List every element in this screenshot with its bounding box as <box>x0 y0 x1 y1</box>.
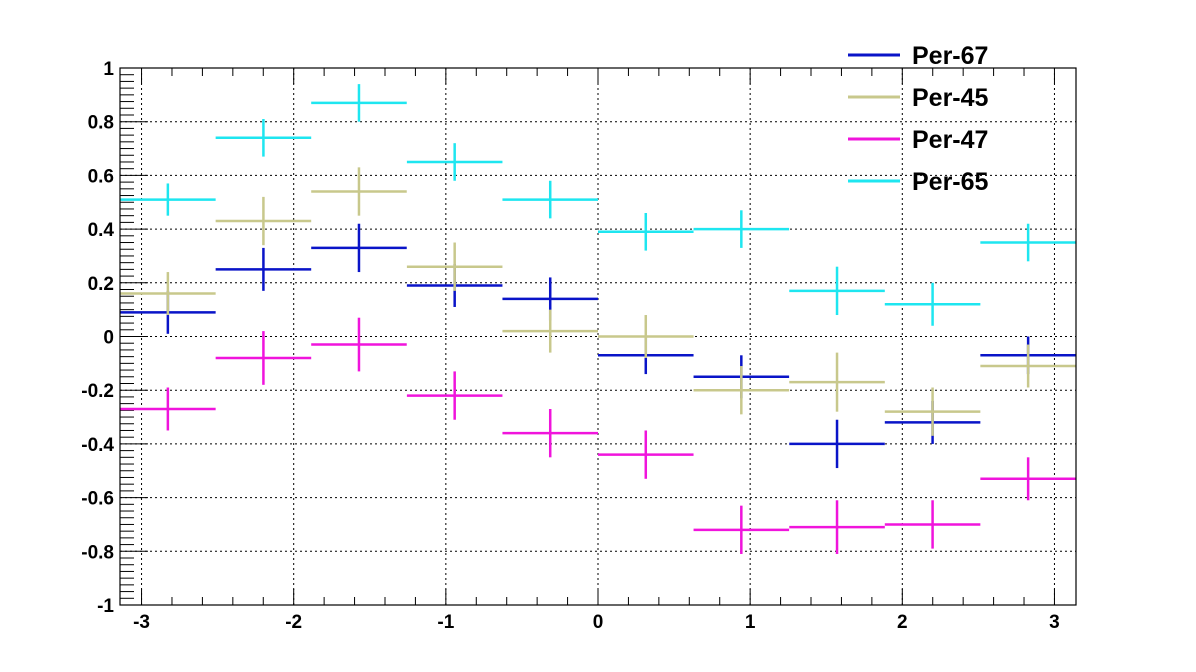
data-point <box>406 371 503 420</box>
y-tick-label: 1 <box>103 59 114 80</box>
x-tick-label: -1 <box>437 612 454 633</box>
data-point <box>884 500 981 549</box>
x-tick-label: 3 <box>1049 612 1060 633</box>
y-tick-label: 0.6 <box>88 166 114 187</box>
data-point <box>598 212 694 251</box>
data-point <box>311 223 407 273</box>
y-tick-label: 0.2 <box>88 274 114 295</box>
data-point <box>502 180 598 219</box>
y-tick-label: -0.6 <box>81 489 114 510</box>
y-tick-label: -0.8 <box>81 542 114 563</box>
data-point <box>215 247 312 291</box>
legend-label: Per-47 <box>912 126 988 154</box>
data-point <box>215 119 312 157</box>
data-point <box>502 408 598 458</box>
data-point <box>311 84 407 122</box>
y-tick-label: 0.4 <box>88 220 115 241</box>
data-point <box>215 331 312 385</box>
y-tick-label: -0.2 <box>81 381 114 402</box>
data-point <box>215 196 312 246</box>
data-point <box>120 183 216 216</box>
data-point <box>502 309 598 353</box>
y-tick-label: 0 <box>103 328 114 349</box>
data-point <box>120 387 216 431</box>
data-point <box>980 223 1076 262</box>
legend-label: Per-67 <box>912 42 988 70</box>
data-point <box>311 317 407 372</box>
legend-label: Per-65 <box>912 168 989 196</box>
data-point <box>693 210 790 248</box>
legend-label: Per-45 <box>912 84 989 112</box>
legend: Per-67 Per-45 Per-47 Per-65 <box>848 42 989 196</box>
series-group <box>120 84 1076 554</box>
x-tick-label: 0 <box>593 612 604 633</box>
data-point <box>406 143 503 181</box>
series-per-65 <box>120 84 1076 326</box>
series-per-45 <box>120 167 1076 436</box>
data-point <box>789 352 885 412</box>
x-tick-label: 1 <box>745 612 756 633</box>
data-point <box>693 505 790 554</box>
data-point <box>598 430 694 479</box>
data-point <box>120 272 216 316</box>
tick-labels: -3 -2 -1 0 1 2 3 -1 -0.8 -0.6 -0.4 -0.2 0 0.2 0.4 0.6 0.… <box>81 59 1059 633</box>
x-tick-label: 2 <box>897 612 908 633</box>
data-point <box>789 266 885 316</box>
data-point <box>598 315 694 358</box>
data-point <box>980 457 1076 501</box>
data-point <box>789 500 885 554</box>
y-tick-label: -0.4 <box>81 435 114 456</box>
axis-ticks <box>120 67 1055 606</box>
data-point <box>406 242 503 291</box>
series-per-47 <box>120 317 1076 554</box>
data-point <box>884 387 981 436</box>
data-point <box>693 366 790 415</box>
y-tick-label: 0.8 <box>88 113 114 134</box>
data-point <box>311 167 407 216</box>
x-tick-label: -2 <box>285 612 302 633</box>
data-point <box>789 419 885 469</box>
plot-frame <box>119 67 1077 606</box>
data-point <box>980 344 1076 388</box>
x-tick-label: -3 <box>133 612 150 633</box>
y-tick-label: -1 <box>97 596 114 617</box>
data-point <box>884 282 981 326</box>
